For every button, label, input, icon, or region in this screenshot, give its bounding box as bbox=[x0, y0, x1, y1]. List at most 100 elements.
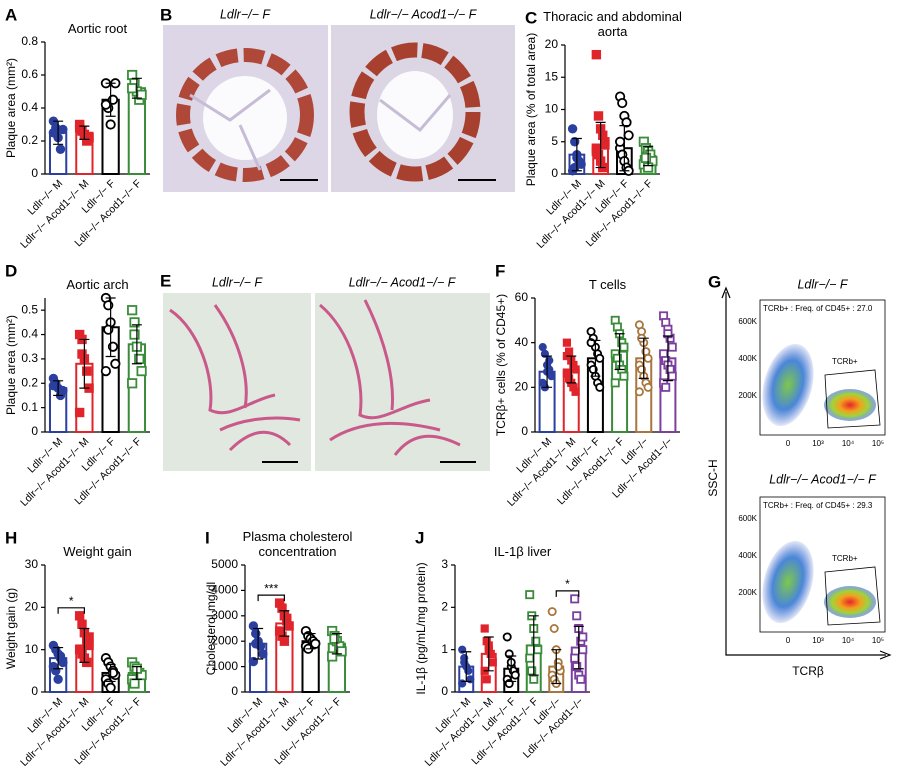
error-bar bbox=[461, 651, 472, 683]
y-tick-label: 2 bbox=[441, 600, 448, 614]
histology-image bbox=[315, 293, 490, 471]
data-point bbox=[58, 124, 68, 135]
y-tick-label: 60 bbox=[515, 290, 529, 304]
flow-density bbox=[824, 389, 876, 421]
data-point bbox=[58, 385, 68, 396]
error-bar bbox=[253, 627, 264, 660]
error-bar bbox=[105, 82, 116, 117]
x-tick-label: 10³ bbox=[812, 439, 824, 448]
y-axis-label: SSC-H bbox=[706, 459, 720, 496]
data-point bbox=[77, 349, 87, 359]
panel-letter: D bbox=[5, 261, 17, 280]
data-point bbox=[488, 658, 497, 667]
chart-title: Weight gain bbox=[63, 544, 132, 559]
error-bar bbox=[662, 335, 673, 382]
y-axis-label: Plaque area (mm²) bbox=[4, 315, 18, 415]
data-point bbox=[619, 342, 629, 352]
panel-letter: F bbox=[495, 261, 505, 280]
data-point bbox=[621, 117, 632, 128]
image-caption: Ldlr−/− Acod1−/− F bbox=[370, 7, 478, 21]
data-point bbox=[48, 381, 59, 391]
gate-stat: TCRb+ : Freq. of CD45+ : 27.0 bbox=[763, 304, 873, 313]
data-point bbox=[136, 365, 147, 377]
data-point bbox=[502, 632, 512, 642]
data-point bbox=[572, 662, 582, 672]
error-bar bbox=[590, 339, 601, 377]
significance-bracket bbox=[257, 594, 285, 602]
data-point bbox=[329, 633, 340, 644]
y-tick-label: 4000 bbox=[211, 583, 238, 597]
y-tick-label: 400K bbox=[738, 354, 757, 363]
error-bar bbox=[79, 125, 90, 140]
data-point bbox=[105, 119, 116, 130]
data-point bbox=[84, 133, 94, 143]
flow-density bbox=[824, 586, 876, 618]
data-point bbox=[643, 353, 653, 363]
histology-image bbox=[163, 25, 328, 192]
panel-letter: C bbox=[525, 8, 537, 27]
flow-density bbox=[762, 343, 814, 427]
error-bar bbox=[595, 121, 606, 169]
error-bar bbox=[506, 655, 517, 683]
flow-density bbox=[762, 540, 814, 624]
y-tick-label: 15 bbox=[545, 69, 559, 83]
data-point bbox=[667, 371, 677, 381]
y-tick-label: 0 bbox=[521, 424, 528, 438]
image-caption: Ldlr−/− Acod1−/− F bbox=[349, 275, 457, 289]
gate-label: TCRb+ bbox=[832, 357, 858, 366]
data-point bbox=[258, 649, 268, 659]
y-tick-label: 10 bbox=[25, 642, 39, 656]
y-tick-label: 2000 bbox=[211, 633, 238, 647]
data-point bbox=[55, 144, 66, 154]
y-tick-label: 0.4 bbox=[21, 100, 38, 114]
gate-label: TCRb+ bbox=[832, 554, 858, 563]
significance-label: * bbox=[69, 594, 74, 608]
chart-title: Thoracic and abdominal aorta bbox=[543, 9, 682, 39]
chart-title-box: T cells bbox=[589, 277, 626, 292]
data-point bbox=[591, 146, 602, 157]
significance-bracket bbox=[555, 590, 580, 597]
y-tick-label: 0.1 bbox=[21, 400, 38, 414]
error-bar bbox=[528, 615, 539, 676]
data-point bbox=[643, 382, 653, 392]
histology-image bbox=[163, 293, 311, 471]
x-tick-label: 10³ bbox=[812, 636, 824, 645]
chart-title-box: Weight gain bbox=[63, 544, 132, 559]
data-point bbox=[74, 407, 85, 418]
y-tick-label: 30 bbox=[25, 557, 39, 571]
data-point bbox=[77, 619, 87, 629]
data-point bbox=[619, 371, 629, 381]
data-point bbox=[570, 594, 580, 604]
data-point bbox=[510, 670, 520, 680]
y-tick-label: 1000 bbox=[211, 659, 238, 673]
flow-title: Ldlr−/− F bbox=[797, 277, 848, 291]
y-tick-label: 0.6 bbox=[21, 67, 38, 81]
y-tick-label: 5000 bbox=[211, 557, 238, 571]
error-bar bbox=[483, 636, 494, 672]
data-point bbox=[661, 382, 671, 392]
data-point bbox=[480, 624, 489, 633]
y-axis-label: Plaque area (% of total area) bbox=[524, 33, 538, 186]
chart-title-box: Plasma cholesterol concentration bbox=[243, 529, 353, 559]
panel-letter: A bbox=[5, 5, 17, 24]
x-tick-label: 10⁴ bbox=[842, 636, 855, 645]
error-bar bbox=[131, 666, 142, 680]
data-point bbox=[100, 365, 112, 377]
data-point bbox=[549, 624, 559, 634]
y-axis-label: Cholesterol mg/dl bbox=[204, 582, 218, 675]
data-point bbox=[578, 632, 588, 642]
x-tick-label: 0 bbox=[786, 439, 791, 448]
data-point bbox=[570, 653, 580, 663]
flow-axes bbox=[725, 292, 886, 656]
error-bar bbox=[305, 632, 316, 650]
chart-title-box: Aortic arch bbox=[66, 277, 128, 292]
y-tick-label: 0.4 bbox=[21, 327, 38, 341]
y-tick-label: 0 bbox=[551, 166, 558, 180]
y-tick-label: 3 bbox=[441, 557, 448, 571]
y-tick-label: 600K bbox=[738, 317, 757, 326]
y-tick-label: 0 bbox=[231, 684, 238, 698]
panel-letter: E bbox=[160, 271, 171, 290]
data-point bbox=[533, 645, 543, 655]
data-point bbox=[282, 613, 292, 624]
